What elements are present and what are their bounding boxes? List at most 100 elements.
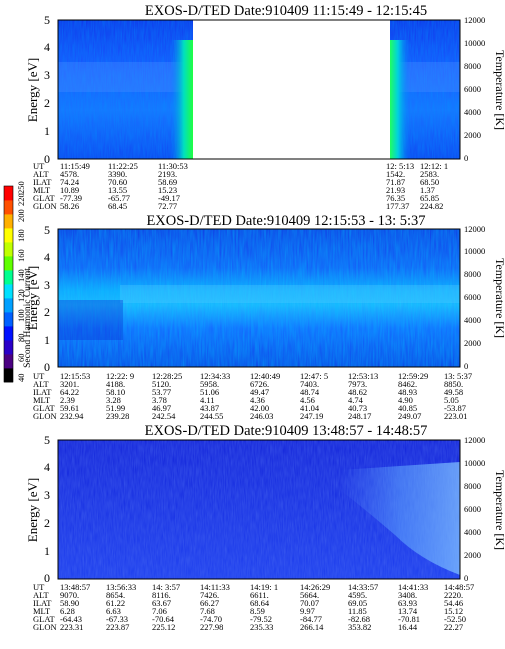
footer-value: 266.14 xyxy=(300,622,324,632)
panel-2-footer-col-7: 12:59:29 8462. 48.93 4.90 40.85 249.07 xyxy=(398,371,428,421)
panel-3-ytick-4: 4 xyxy=(44,460,50,474)
footer-value: 239.28 xyxy=(106,411,129,421)
panel-1-ytick-2: 2 xyxy=(44,96,50,110)
footer-value: 227.98 xyxy=(200,622,223,632)
colorbar-swatch xyxy=(4,186,13,201)
footer-value: 74.24 xyxy=(60,177,80,187)
panel-2-footer-col-3: 12:34:33 5958. 51.06 4.11 43.87 244.55 xyxy=(200,371,230,421)
footer-value: 1542. xyxy=(386,169,405,179)
footer-value: 40.73 xyxy=(348,403,367,413)
footer-value: 8654. xyxy=(106,590,125,600)
footer-value: 21.93 xyxy=(386,185,405,195)
panel-1: EXOS-D/TED Date:910409 11:15:49 - 12:15:… xyxy=(25,3,505,211)
footer-value: 13:48:57 xyxy=(60,582,90,592)
footer-value: 2220. xyxy=(444,590,463,600)
panel-2-footer-col-8: 13: 5:37 8850. 49.58 5.05 -53.87 223.01 xyxy=(444,371,472,421)
footer-value: 63.67 xyxy=(152,598,171,608)
footer-value: 11:30:53 xyxy=(158,161,188,171)
panel-2-right-axis: 0 2000 4000 6000 8000 10000 12000 xyxy=(464,224,485,371)
footer-value: 49.58 xyxy=(444,387,463,397)
footer-value: 12:40:49 xyxy=(250,371,280,381)
panel-3-ytick-3: 3 xyxy=(44,488,50,502)
panel-2-ytick-3: 3 xyxy=(44,278,50,292)
panel-3-ytick-5: 5 xyxy=(44,433,50,447)
footer-label: UT xyxy=(33,371,45,381)
footer-value: 15.23 xyxy=(158,185,177,195)
panel-3-footer-col-4: 14:19: 1 6611. 68.64 8.59 -79.52 235.33 xyxy=(250,582,278,632)
footer-value: 3201. xyxy=(60,379,79,389)
footer-value: 6726. xyxy=(250,379,269,389)
footer-value: 249.07 xyxy=(398,411,421,421)
colorbar-tick: 160 xyxy=(16,249,26,262)
colorbar-swatch xyxy=(4,298,13,313)
panel-2-rtick-4: 8000 xyxy=(464,269,481,279)
footer-value: 8850. xyxy=(444,379,463,389)
panel-2-footer-labels: UT ALT ILAT MLT GLAT GLON xyxy=(33,371,57,421)
panel-3-footer-col-6: 14:33:57 4595. 69.05 11.85 -82.68 353.82 xyxy=(348,582,378,632)
panel-2-rtick-0: 0 xyxy=(464,361,468,371)
panel-2-ytick-1: 1 xyxy=(44,333,50,347)
footer-value: 4595. xyxy=(348,590,367,600)
footer-label: GLAT xyxy=(33,614,56,624)
panel-3-left-axis: 0 1 2 3 4 5 xyxy=(44,433,50,585)
footer-value: -70.64 xyxy=(152,614,175,624)
footer-value: 54.46 xyxy=(444,598,463,608)
footer-label: UT xyxy=(33,161,45,171)
panel-2-footer-col-1: 12:22: 9 4188. 58.10 3.28 51.99 239.28 xyxy=(106,371,134,421)
colorbar-tick: 100 xyxy=(16,309,26,322)
footer-value: 59.61 xyxy=(60,403,79,413)
footer-value: 49.47 xyxy=(250,387,269,397)
footer-value: 58.10 xyxy=(106,387,125,397)
panel-1-data-gap xyxy=(193,20,390,159)
panel-3-plot xyxy=(58,440,460,579)
panel-3-footer-labels: UT ALT ILAT MLT GLAT GLON xyxy=(33,582,57,632)
footer-value: -74.70 xyxy=(200,614,222,624)
footer-value: 224.82 xyxy=(420,201,443,211)
panel-2-ytick-2: 2 xyxy=(44,305,50,319)
panel-2-ylabel: Energy [eV] xyxy=(25,266,40,330)
footer-value: 13: 5:37 xyxy=(444,371,472,381)
colorbar-swatch xyxy=(4,354,13,369)
panel-2-footer-col-2: 12:28:25 5120. 53.77 3.78 46.97 242.54 xyxy=(152,371,182,421)
footer-value: 5120. xyxy=(152,379,171,389)
footer-label: GLAT xyxy=(33,403,56,413)
footer-label: ILAT xyxy=(33,387,52,397)
panel-1-rtick-6: 12000 xyxy=(464,15,485,25)
footer-value: 14:11:33 xyxy=(200,582,230,592)
panel-1-rtick-1: 2000 xyxy=(464,130,481,140)
footer-value: 6.63 xyxy=(106,606,121,616)
footer-value: 42.00 xyxy=(250,403,269,413)
panel-3-ytick-2: 2 xyxy=(44,516,50,530)
footer-value: -82.68 xyxy=(348,614,370,624)
footer-value: 12:53:13 xyxy=(348,371,378,381)
footer-value: 41.04 xyxy=(300,403,320,413)
panel-1-ylabel: Energy [eV] xyxy=(25,58,40,122)
footer-value: 8462. xyxy=(398,379,417,389)
footer-value: 13:56:33 xyxy=(106,582,136,592)
footer-value: 12:59:29 xyxy=(398,371,428,381)
panel-3-ylabel-right: Temperature [K] xyxy=(493,470,505,550)
footer-value: 58.69 xyxy=(158,177,177,187)
panel-1-left-axis: 0 1 2 3 4 5 xyxy=(44,13,50,166)
footer-value: 51.99 xyxy=(106,403,125,413)
footer-value: 2583. xyxy=(420,169,439,179)
footer-value: 4.36 xyxy=(250,395,265,405)
footer-label: GLON xyxy=(33,411,57,421)
panel-3-rtick-2: 4000 xyxy=(464,527,481,537)
footer-value: 58.90 xyxy=(60,598,79,608)
footer-label: ILAT xyxy=(33,177,52,187)
colorbar-tick: 120 xyxy=(16,289,26,302)
footer-value: -65.77 xyxy=(108,193,130,203)
panel-1-footer-col-0: 11:15:49 4578. 74.24 10.89 -77.39 58.26 xyxy=(60,161,90,211)
footer-value: 6.28 xyxy=(60,606,75,616)
colorbar-swatch xyxy=(4,256,13,271)
footer-label: ALT xyxy=(33,379,50,389)
panel-2-ytick-4: 4 xyxy=(44,250,50,264)
footer-label: MLT xyxy=(33,606,51,616)
panel-2: EXOS-D/TED Date:910409 12:15:53 - 13: 5:… xyxy=(25,213,505,421)
footer-label: GLAT xyxy=(33,193,56,203)
panel-3-right-axis: 0 2000 4000 6000 8000 10000 12000 xyxy=(464,435,485,583)
panel-2-rtick-5: 10000 xyxy=(464,246,485,256)
panel-1-ylabel-right: Temperature [K] xyxy=(493,50,505,130)
panel-3-ylabel: Energy [eV] xyxy=(25,478,40,542)
